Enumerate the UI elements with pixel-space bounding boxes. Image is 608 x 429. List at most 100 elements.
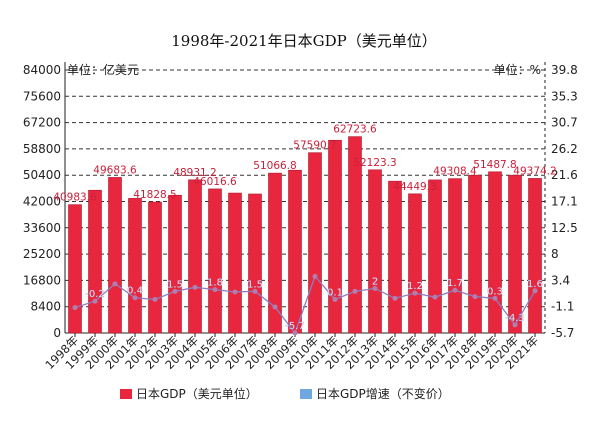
legend-swatch-gdp — [120, 389, 132, 399]
growth-label: 0.3 — [487, 286, 503, 297]
growth-point — [472, 294, 478, 300]
bar — [168, 194, 182, 334]
bar — [128, 198, 142, 334]
growth-point — [352, 288, 358, 294]
bar — [488, 171, 502, 334]
bar — [68, 204, 82, 334]
growth-point — [532, 288, 538, 294]
y-right-tick: 12.5 — [551, 221, 578, 235]
growth-point — [432, 294, 438, 300]
y-left-tick: 8400 — [30, 300, 61, 314]
y-left-tick: 50400 — [23, 168, 61, 182]
growth-line — [74, 275, 536, 335]
growth-label: 1.7 — [447, 278, 463, 289]
bar — [368, 169, 382, 334]
bar-label: 57590.7 — [293, 140, 336, 152]
legend-label-gdp: 日本GDP（美元单位） — [136, 386, 258, 401]
bar — [528, 178, 542, 334]
y-right-tick: 8 — [551, 247, 559, 261]
y-left-tick: 42000 — [23, 195, 61, 209]
growth-label: 1.2 — [407, 281, 423, 292]
bar — [108, 177, 122, 334]
bar-label: 46016.6 — [193, 176, 237, 188]
growth-label: 2 — [372, 276, 378, 287]
growth-point — [292, 330, 298, 336]
bar-label: 49308.4 — [433, 166, 477, 178]
bar-label: 51066.8 — [253, 160, 296, 172]
growth-label: -4.3 — [505, 313, 525, 324]
bar — [228, 192, 242, 334]
bar — [328, 139, 342, 334]
growth-point — [72, 305, 78, 311]
bar — [448, 178, 462, 334]
y-left-tick: 75600 — [23, 89, 61, 103]
growth-point — [492, 295, 498, 301]
bar — [148, 201, 162, 334]
bar-label: 49374.2 — [513, 165, 556, 177]
y-right-tick: 35.3 — [551, 89, 578, 103]
bar — [288, 169, 302, 334]
growth-point — [92, 298, 98, 304]
growth-point — [312, 273, 318, 279]
growth-point — [372, 285, 378, 291]
bar — [388, 180, 402, 334]
growth-point — [172, 288, 178, 294]
y-left-tick: 84000 — [23, 63, 61, 77]
bar-label: 48931.2 — [173, 167, 216, 179]
bar — [248, 193, 262, 334]
growth-label: 1.8 — [207, 278, 223, 289]
bar — [508, 174, 522, 334]
growth-point — [252, 288, 258, 294]
bar — [468, 174, 482, 334]
bar-label: 41828.5 — [133, 189, 176, 201]
growth-point — [512, 322, 518, 328]
growth-point — [132, 295, 138, 301]
growth-label: 1.5 — [247, 279, 263, 290]
y-right-tick: 30.7 — [551, 116, 578, 130]
y-right-tick: 21.6 — [551, 168, 578, 182]
y-left-tick: 16800 — [23, 273, 61, 287]
y-right-tick: -1.1 — [551, 300, 574, 314]
growth-point — [112, 281, 118, 287]
y-right-tick: -5.7 — [551, 326, 574, 340]
legend-swatch-growth — [300, 389, 312, 399]
bar-label: 40983.6 — [53, 192, 97, 204]
y-right-tick: 3.4 — [551, 273, 570, 287]
left-unit-label: 单位：亿美元 — [67, 62, 139, 77]
bar-label: 44449.3 — [393, 181, 436, 193]
y-right-tick: 17.1 — [551, 195, 578, 209]
growth-label: -0.2 — [85, 289, 105, 300]
growth-point — [452, 287, 458, 293]
growth-point — [192, 284, 198, 290]
y-right-tick: 26.2 — [551, 142, 578, 156]
bar — [408, 193, 422, 334]
y-left-tick: 58800 — [23, 142, 61, 156]
growth-point — [212, 287, 218, 293]
growth-point — [332, 296, 338, 302]
bar-label: 52123.3 — [353, 157, 396, 169]
y-left-tick: 0 — [53, 326, 61, 340]
growth-point — [232, 289, 238, 295]
bar-label: 62723.6 — [333, 124, 377, 136]
growth-point — [152, 296, 158, 302]
legend-label-growth: 日本GDP增速（不变价） — [316, 386, 450, 401]
growth-point — [272, 304, 278, 310]
growth-label: 0.1 — [327, 287, 343, 298]
growth-point — [412, 290, 418, 296]
bar-label: 49683.6 — [93, 164, 137, 176]
growth-label: 1.6 — [527, 279, 543, 290]
growth-point — [392, 295, 398, 301]
bar — [428, 179, 442, 334]
bar-label: 51487.8 — [473, 159, 516, 171]
bar — [188, 179, 202, 334]
chart-title: 1998年-2021年日本GDP（美元单位） — [171, 32, 437, 50]
growth-label: 1.5 — [167, 279, 183, 290]
y-left-tick: 67200 — [23, 116, 61, 130]
bar — [308, 152, 322, 334]
bar — [88, 189, 102, 334]
y-right-tick: 39.8 — [551, 63, 578, 77]
right-unit-label: 单位：% — [494, 62, 541, 77]
growth-label: 0.4 — [127, 286, 143, 297]
